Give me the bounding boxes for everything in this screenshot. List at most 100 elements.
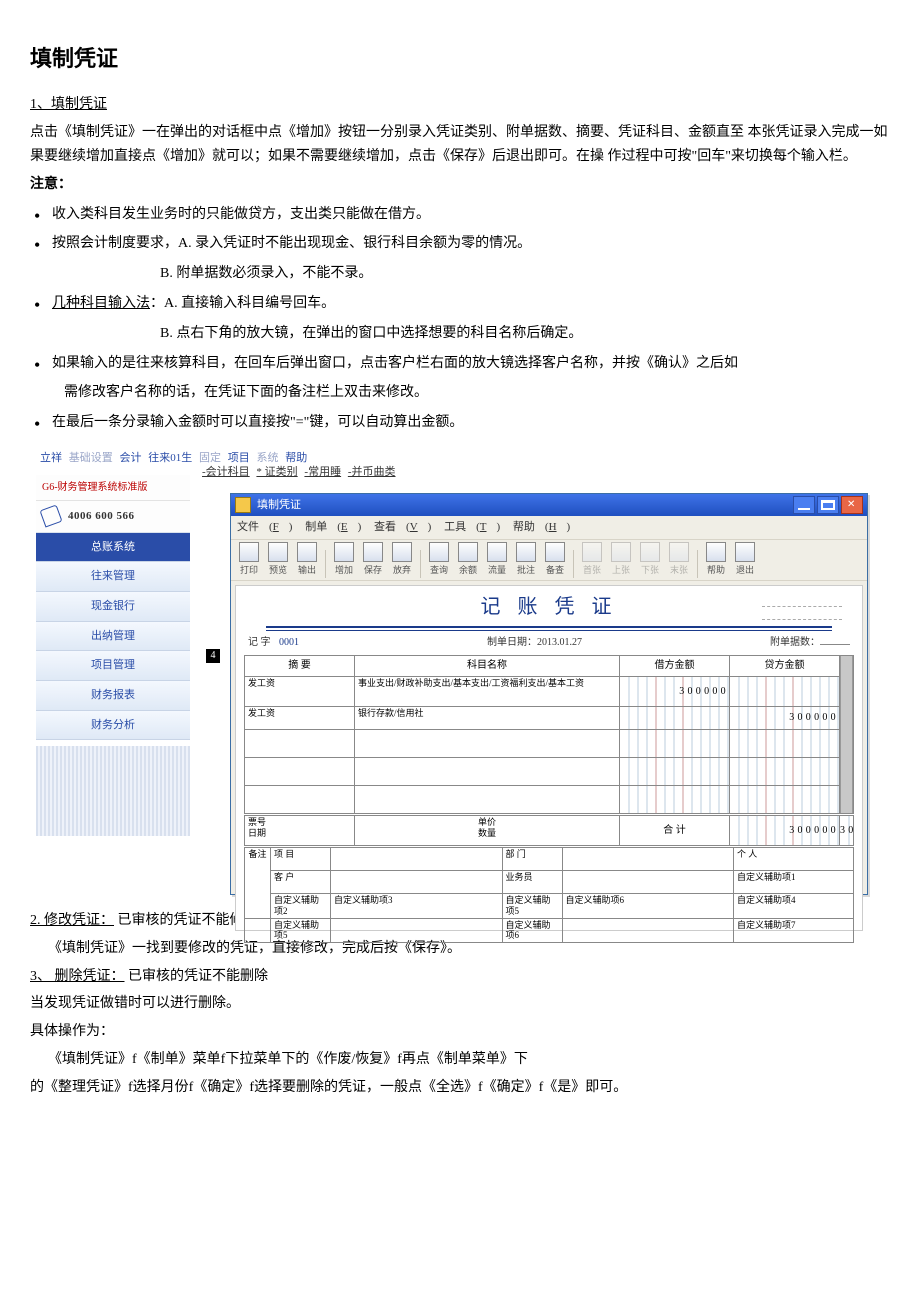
topnav-item[interactable]: 立祥 (40, 452, 62, 464)
table-row[interactable] (245, 729, 854, 757)
kind-label: 记 字 (248, 637, 271, 648)
bullet-4a: 如果输入的是往来核算科目，在回车后弹出窗口，点击客户栏右面的放大镜选择客户名称，… (30, 352, 890, 376)
sidebar: G6-财务管理系统标准版 4006 600 566 总账系统 往来管理 现金银行… (36, 475, 190, 837)
menu-file[interactable]: 文件(F) (237, 521, 292, 533)
window-titlebar[interactable]: 填制凭证 (231, 494, 867, 516)
remark-aux5b[interactable]: 自定义辅助项5 (271, 918, 331, 943)
minimize-button[interactable] (793, 496, 815, 514)
menu-make[interactable]: 制单(E) (305, 521, 361, 533)
col-credit: 贷方金额 (730, 655, 840, 676)
menu-tool[interactable]: 工具(T) (444, 521, 500, 533)
remark-person[interactable]: 个 人 (734, 847, 854, 870)
tbtn-discard[interactable]: 放弃 (388, 542, 416, 578)
cell-subject[interactable]: 银行存款/信用社 (355, 706, 620, 729)
table-row[interactable] (245, 785, 854, 813)
tab-link[interactable]: -并币曲类 (348, 466, 396, 478)
attach-label: 附单据数： (770, 637, 820, 648)
sidebar-item-cashier[interactable]: 出纳管理 (36, 622, 190, 652)
sidebar-item-receivable[interactable]: 往来管理 (36, 562, 190, 592)
tbtn-help[interactable]: 帮助 (702, 542, 730, 578)
remark-aux6b[interactable]: 自定义辅助项6 (502, 918, 562, 943)
tbtn-last[interactable]: 末张 (665, 542, 693, 578)
sidebar-item-analysis[interactable]: 财务分析 (36, 711, 190, 741)
window-menu: 文件(F) 制单(E) 查看(V) 工具(T) 帮助(H) (231, 516, 867, 539)
tbtn-first[interactable]: 首张 (578, 542, 606, 578)
sidebar-item-report[interactable]: 财务报表 (36, 681, 190, 711)
window-title: 填制凭证 (257, 496, 301, 515)
remark-dept[interactable]: 部 门 (502, 847, 562, 870)
remark-project[interactable]: 项 目 (271, 847, 331, 870)
bullet-3b: B. 点右下角的放大镜，在弹出的窗口中选择想要的科目名称后确定。 (30, 322, 890, 346)
remark-aux5[interactable]: 自定义辅助项5 (502, 893, 562, 918)
scrollbar[interactable] (840, 655, 854, 813)
section-3-l4: 的《整理凭证》f选择月份f《确定》f选择要删除的凭证，一般点《全选》f《确定》f… (30, 1076, 890, 1100)
tbtn-query[interactable]: 查询 (425, 542, 453, 578)
voucher-title: 记 账 凭 证 (266, 586, 832, 628)
tab-link[interactable]: -会计科目 (202, 466, 250, 478)
tbtn-next[interactable]: 下张 (636, 542, 664, 578)
date-value[interactable]: 2013.01.27 (537, 637, 582, 648)
window-icon (235, 497, 251, 513)
table-row[interactable] (245, 757, 854, 785)
tab-link[interactable]: * 证类别 (256, 466, 297, 478)
sidebar-item-cash[interactable]: 现金银行 (36, 592, 190, 622)
maximize-button[interactable] (817, 496, 839, 514)
bullet-5: 在最后一条分录输入金额时可以直接按"="键，可以自动算出金额。 (30, 411, 890, 435)
cell-credit[interactable]: 300000 (730, 706, 840, 729)
toolbar: 打印 预览 输出 增加 保存 放弃 查询 余额 流量 批注 备查 首张 上张 下… (231, 539, 867, 581)
tbtn-balance[interactable]: 余额 (454, 542, 482, 578)
tbtn-print[interactable]: 打印 (235, 542, 263, 578)
topnav-item[interactable]: 基础设置 (69, 452, 113, 464)
remark-aux7[interactable]: 自定义辅助项7 (734, 918, 854, 943)
kind-no[interactable]: 0001 (279, 637, 299, 648)
tbtn-ref[interactable]: 备查 (541, 542, 569, 578)
tbtn-export[interactable]: 输出 (293, 542, 321, 578)
bullet-1: 收入类科目发生业务时的只能做贷方，支出类只能做在借方。 (30, 203, 890, 227)
remark-aux2[interactable]: 自定义辅助项2 (271, 893, 331, 918)
brand-label: G6-财务管理系统标准版 (36, 475, 190, 501)
attach-input[interactable] (820, 634, 850, 645)
sidebar-item-ledger[interactable]: 总账系统 (36, 533, 190, 563)
credit-total: 300000 (840, 815, 854, 845)
voucher-table: 摘 要 科目名称 借方金额 贷方金额 发工资 事业支出/财政补助支出/基本支出/… (244, 655, 854, 814)
remark-aux6[interactable]: 自定义辅助项6 (562, 893, 734, 918)
menu-help[interactable]: 帮助(H) (513, 521, 570, 533)
tbtn-note[interactable]: 批注 (512, 542, 540, 578)
tbtn-exit[interactable]: 退出 (731, 542, 759, 578)
remark-aux4[interactable]: 自定义辅助项4 (734, 893, 854, 918)
price-qty: 单价 数量 (355, 815, 620, 845)
tbtn-flow[interactable]: 流量 (483, 542, 511, 578)
cell-debit[interactable] (620, 706, 730, 729)
tab-link[interactable]: -常用睡 (304, 466, 341, 478)
notice-label: 注意： (30, 173, 890, 197)
menu-view[interactable]: 查看(V) (374, 521, 431, 533)
bullet-2a: 按照会计制度要求，A. 录入凭证时不能出现现金、银行科目余额为零的情况。 (30, 232, 890, 256)
close-button[interactable] (841, 496, 863, 514)
table-row[interactable]: 发工资 事业支出/财政补助支出/基本支出/工资福利支出/基本工资 300000 (245, 676, 854, 706)
voucher-form: 记 账 凭 证 记 字 0001 制单日期：2013.01.27 附单据数： 摘… (235, 585, 863, 931)
cell-subject[interactable]: 事业支出/财政补助支出/基本支出/工资福利支出/基本工资 (355, 676, 620, 706)
remark-customer[interactable]: 客 户 (271, 870, 331, 893)
remark-operator[interactable]: 业务员 (502, 870, 562, 893)
cell-credit[interactable] (730, 676, 840, 706)
sidebar-item-project[interactable]: 项目管理 (36, 651, 190, 681)
tbtn-prev[interactable]: 上张 (607, 542, 635, 578)
voucher-remark: 备注 项 目 部 门 个 人 客 户 业务员 自定义辅助项1 自定义辅助项2 自 (244, 847, 854, 943)
topnav-item[interactable]: 会计 (120, 452, 142, 464)
topnav-item[interactable]: 往来01生 (148, 452, 192, 464)
cell-summary[interactable]: 发工资 (245, 706, 355, 729)
bullet-2b: B. 附单据数必须录入，不能不录。 (30, 262, 890, 286)
cell-summary[interactable]: 发工资 (245, 676, 355, 706)
tbtn-preview[interactable]: 预览 (264, 542, 292, 578)
col-summary: 摘 要 (245, 655, 355, 676)
bullet-3a: 几种科目输入法：A. 直接输入科目编号回车。 (30, 292, 890, 316)
tbtn-save[interactable]: 保存 (359, 542, 387, 578)
remark-aux1[interactable]: 自定义辅助项1 (734, 870, 854, 893)
table-row[interactable]: 发工资 银行存款/信用社 300000 (245, 706, 854, 729)
tab-links: -会计科目 * 证类别 -常用睡 -并币曲类 (202, 463, 400, 482)
tbtn-add[interactable]: 增加 (330, 542, 358, 578)
remark-aux3[interactable]: 自定义辅助项3 (331, 893, 503, 918)
section-3-note: 已审核的凭证不能删除 (128, 969, 268, 984)
debit-total: 300000 (730, 815, 840, 845)
cell-debit[interactable]: 300000 (620, 676, 730, 706)
